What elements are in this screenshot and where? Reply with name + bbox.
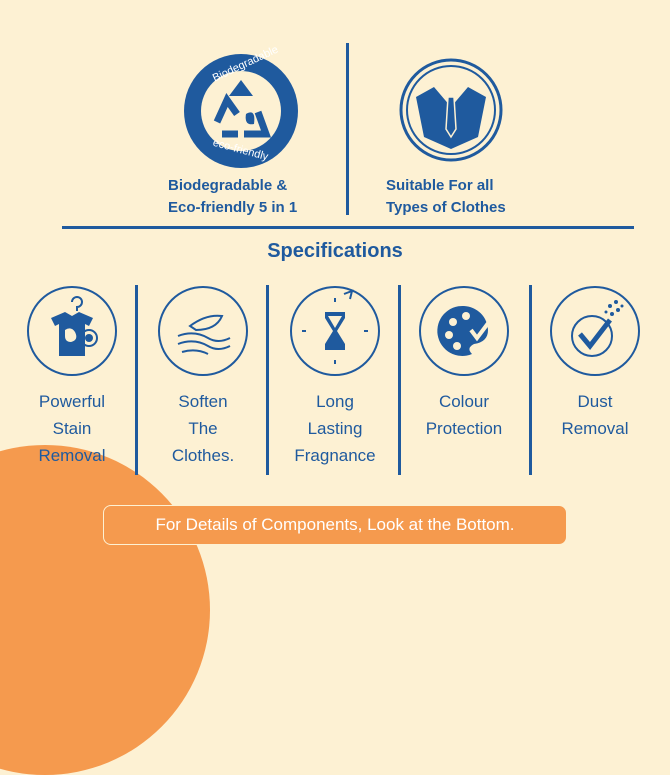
specifications-title: Specifications	[267, 240, 403, 262]
hourglass-icon	[290, 286, 380, 376]
spec-item: Dust Removal	[540, 286, 650, 442]
feature-suitable: Suitable For all Types of Clothes	[386, 175, 506, 219]
feature-line: Biodegradable &	[168, 177, 288, 194]
spec-label: Long Lasting Fragnance	[294, 392, 376, 465]
palette-icon	[419, 286, 509, 376]
divider-vertical	[346, 43, 349, 215]
feature-line: Eco-friendly 5 in 1	[168, 199, 298, 216]
divider-vertical	[398, 285, 401, 475]
spec-label: Colour Protection	[425, 392, 503, 438]
details-cta: For Details of Components, Look at the B…	[103, 505, 567, 545]
feature-biodegradable: Biodegradable & Eco-friendly 5 in 1	[168, 175, 297, 219]
biodegradable-badge: Biodegradable eco-friendly	[182, 44, 300, 170]
spec-label: Soften The Clothes.	[171, 392, 235, 465]
suit-icon	[399, 58, 503, 162]
divider-vertical	[529, 285, 532, 475]
suit-badge	[398, 57, 504, 163]
feather-icon	[158, 286, 248, 376]
spec-label: Dust Removal	[561, 392, 629, 438]
divider-vertical	[266, 285, 269, 475]
feature-line: Suitable For all	[386, 177, 494, 194]
spec-item: Long Lasting Fragnance	[280, 286, 390, 469]
spec-item: Colour Protection	[409, 286, 519, 442]
orange-blob-decoration	[0, 445, 210, 775]
divider-horizontal	[62, 226, 634, 229]
recycle-icon	[184, 54, 298, 168]
stain-shirt-icon	[27, 286, 117, 376]
dust-check-icon	[550, 286, 640, 376]
spec-item: Powerful Stain Removal	[17, 286, 127, 469]
divider-vertical	[135, 285, 138, 475]
spec-item: Soften The Clothes.	[148, 286, 258, 469]
feature-line: Types of Clothes	[386, 199, 506, 216]
spec-label: Powerful Stain Removal	[38, 392, 106, 465]
